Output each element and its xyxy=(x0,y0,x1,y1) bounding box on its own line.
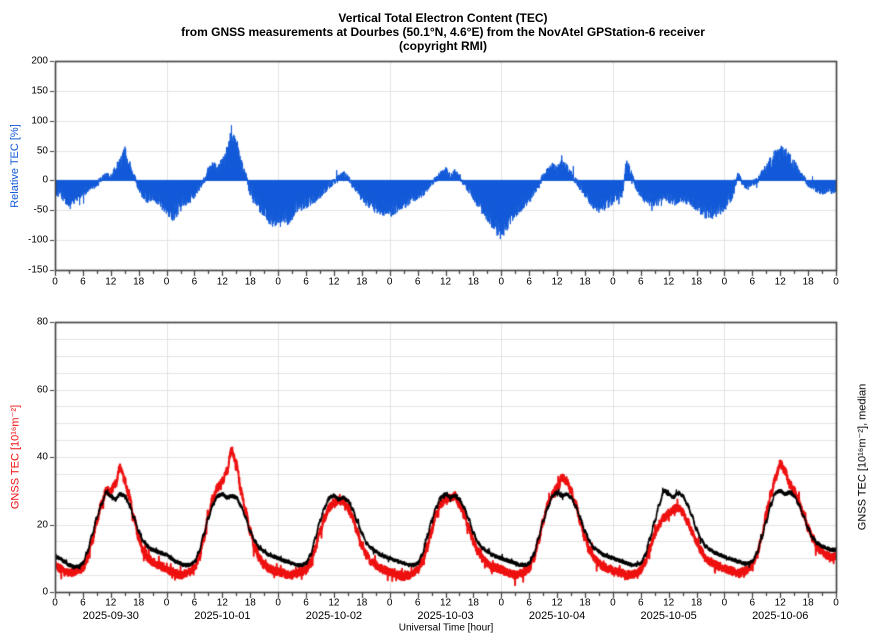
top-y-axis-label: Relative TEC [%] xyxy=(9,124,21,208)
bottom-y-axis-label: GNSS TEC [10¹⁶m⁻²] xyxy=(9,404,22,510)
right-y-axis-label: GNSS TEC [10¹⁶m⁻²], median xyxy=(856,383,869,531)
x-axis-label: Universal Time [hour] xyxy=(398,622,494,634)
